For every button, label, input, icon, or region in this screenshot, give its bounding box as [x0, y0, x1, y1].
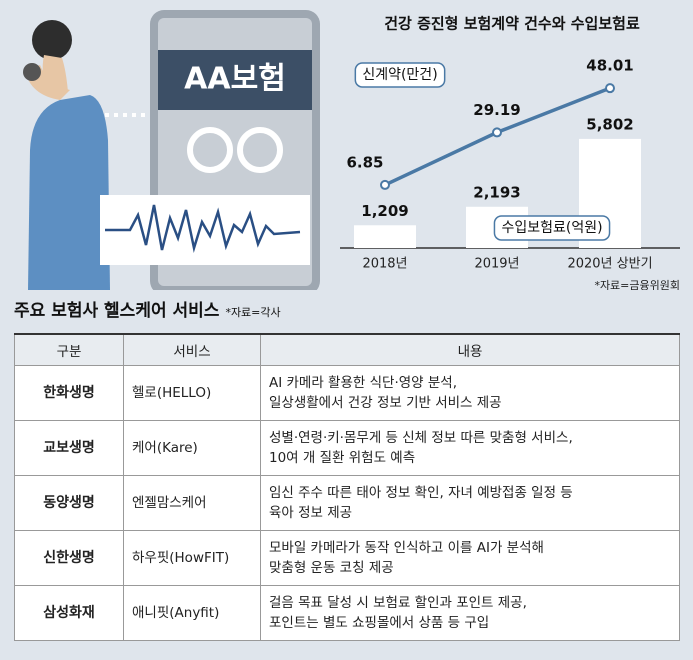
content-line: 맞춤형 운동 코칭 제공 [269, 560, 394, 576]
table-note: *자료=각사 [225, 306, 281, 319]
chart-title: 건강 증진형 보험계약 건수와 수입보험료 [384, 15, 640, 33]
content: AI 카메라 활용한 식단·영양 분석, 일상생활에서 건강 정보 기반 서비스 … [260, 365, 680, 421]
column-header: 구분 [14, 333, 124, 366]
company: 동양생명 [14, 475, 124, 531]
service: 하우핏(HowFIT) [123, 530, 261, 586]
line-point [380, 179, 390, 190]
service: 헬로(HELLO) [123, 365, 261, 421]
service: 애니핏(Anyfit) [123, 585, 261, 641]
table-row: 교보생명 케어(Kare) 성별·연령·키·몸무게 등 신체 정보 따른 맞춤형 서… [14, 420, 680, 476]
table: 구분 서비스 내용 한화생명 헬로(HELLO) AI 카메라 활용한 식단·영양 분석,… [14, 333, 680, 641]
line-point [492, 127, 502, 138]
content-line: AI 카메라 활용한 식단·영양 분석, [269, 375, 458, 391]
legend-label: 수입보험료(억원) [501, 220, 602, 236]
content-line: 모바일 카메라가 동작 인식하고 이를 AI가 분석해 [269, 540, 544, 556]
source: *자료=금융위원회 [594, 279, 680, 290]
content-line: 육아 정보 제공 [269, 505, 353, 521]
legend-item: 신계약(만건) [354, 62, 446, 88]
content-line: 10여 개 질환 위험도 예측 [269, 450, 416, 466]
value-label: 6.85 [346, 153, 383, 171]
legend-label: 신계약(만건) [362, 67, 437, 83]
value-label: 5,802 [586, 115, 633, 133]
legend-box [493, 215, 611, 241]
table-row: 삼성화재 애니핏(Anyfit) 걸음 목표 달성 시 보험료 할인과 포인트 제공… [14, 585, 680, 641]
x-tick-label: 2019년 [474, 257, 519, 272]
table-row: 신한생명 하우핏(HowFIT) 모바일 카메라가 동작 인식하고 이를 AI가 분… [14, 530, 680, 586]
content-line: 성별·연령·키·몸무게 등 신체 정보 따른 맞춤형 서비스, [269, 430, 573, 446]
column-header: 서비스 [123, 333, 261, 366]
column-header: 내용 [260, 333, 680, 366]
content-line: 일상생활에서 건강 정보 기반 서비스 제공 [269, 395, 502, 411]
content: 걸음 목표 달성 시 보험료 할인과 포인트 제공, 포인트는 별도 쇼핑몰에서 … [260, 585, 680, 641]
value-label: 2,193 [473, 183, 520, 201]
bar [354, 225, 416, 248]
company: 삼성화재 [14, 585, 124, 641]
illustration: AA보험 [23, 10, 320, 290]
content: 성별·연령·키·몸무게 등 신체 정보 따른 맞춤형 서비스, 10여 개 질환 … [260, 420, 680, 476]
company: 교보생명 [14, 420, 124, 476]
table-row: 동양생명 엔젤맘스케어 임신 주수 따른 태아 정보 확인, 자녀 예방접종 일정 … [14, 475, 680, 531]
content-line: 임신 주수 따른 태아 정보 확인, 자녀 예방접종 일정 등 [269, 485, 573, 501]
legend-item: 수입보험료(억원) [493, 215, 611, 241]
value-label: 48.01 [586, 57, 633, 75]
company: 한화생명 [14, 365, 124, 421]
company: 신한생명 [14, 530, 124, 586]
content-line: 걸음 목표 달성 시 보험료 할인과 포인트 제공, [269, 595, 527, 611]
value-label: 1,209 [361, 202, 408, 220]
x-tick-label: 2020년 상반기 [567, 257, 652, 272]
phone-label: AA보험 [184, 62, 286, 97]
value-label: 29.19 [473, 101, 520, 119]
table-title-text: 주요 보험사 헬스케어 서비스 [14, 301, 220, 321]
service: 엔젤맘스케어 [123, 475, 261, 531]
table-title: 주요 보험사 헬스케어 서비스 *자료=각사 [14, 296, 281, 321]
service: 케어(Kare) [123, 420, 261, 476]
chart: AA보험 건강 증진형 보험계약 건수와 수입보험료 *자료=금융위원회 201… [23, 10, 680, 290]
content-line: 포인트는 별도 쇼핑몰에서 상품 등 구입 [269, 615, 490, 631]
line-point [605, 83, 615, 94]
legend-box [354, 62, 446, 88]
table-row: 한화생명 헬로(HELLO) AI 카메라 활용한 식단·영양 분석, 일상생활에서 … [14, 365, 680, 421]
x-tick-label: 2018년 [362, 257, 407, 272]
